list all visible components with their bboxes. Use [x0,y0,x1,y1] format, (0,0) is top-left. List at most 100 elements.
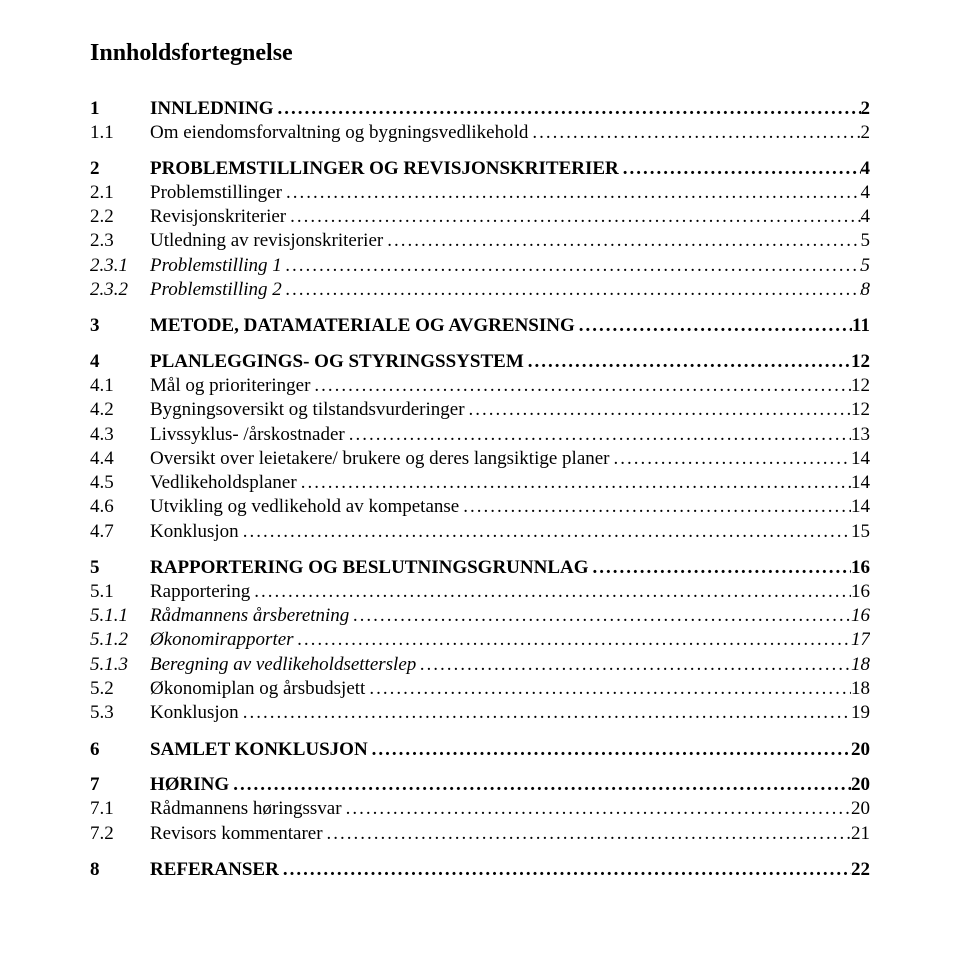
toc-entry-page: 18 [851,677,870,701]
toc-entry-page: 16 [851,556,870,580]
toc-entry-label: HØRING [150,773,229,797]
toc-entry: 4.6Utvikling og vedlikehold av kompetans… [90,495,870,519]
toc-entry: 2.3Utledning av revisjonskriterier5 [90,229,870,253]
toc-entry-label: Konklusjon [150,520,239,544]
toc-entry-label: Livssyklus- /årskostnader [150,423,345,447]
toc-entry-number: 4.7 [90,520,150,544]
toc-entry-page: 18 [851,653,870,677]
toc-entry-label: REFERANSER [150,858,279,882]
toc-leader-dots [297,471,851,495]
toc-entry: 5.1Rapportering16 [90,580,870,604]
toc-leader-dots [282,181,861,205]
toc-entry-number: 4.4 [90,447,150,471]
toc-leader-dots [286,205,860,229]
toc-entry: 7HØRING20 [90,773,870,797]
toc-entry-label: Rapportering [150,580,250,604]
toc-entry: 5.3Konklusjon 19 [90,701,870,725]
toc-leader-dots [282,278,861,302]
toc-entry-label: INNLEDNING [150,97,274,121]
toc-entry-page: 12 [851,398,870,422]
toc-entry-page: 12 [851,350,870,374]
toc-entry-number: 6 [90,738,150,762]
toc-leader-dots [349,604,851,628]
toc-leader-dots [459,495,851,519]
toc-entry-label: RAPPORTERING OG BESLUTNINGSGRUNNLAG [150,556,589,580]
toc-entry: 2.2Revisjonskriterier4 [90,205,870,229]
toc-leader-dots [274,97,861,121]
toc-entry-label: Problemstillinger [150,181,282,205]
toc-entry: 4.3Livssyklus- /årskostnader 13 [90,423,870,447]
toc-entry-page: 2 [861,97,871,121]
toc-entry: 1.1Om eiendomsforvaltning og bygningsved… [90,121,870,145]
toc-leader-dots [416,653,851,677]
toc-leader-dots [294,628,851,652]
toc-entry-number: 2 [90,157,150,181]
toc-entry-number: 8 [90,858,150,882]
toc-entry-label: Utvikling og vedlikehold av kompetanse [150,495,459,519]
toc-entry-number: 5.1.2 [90,628,150,652]
toc-leader-dots [619,157,861,181]
toc-entry-number: 1.1 [90,121,150,145]
toc-entry-number: 2.2 [90,205,150,229]
toc-entry-page: 4 [861,157,871,181]
toc-leader-dots [239,701,851,725]
toc-entry-number: 7.2 [90,822,150,846]
toc-entry-number: 4.1 [90,374,150,398]
toc-entry-label: Økonomiplan og årsbudsjett [150,677,365,701]
toc-entry-number: 5.3 [90,701,150,725]
toc-entry-number: 4.5 [90,471,150,495]
toc-entry-label: Revisors kommentarer [150,822,323,846]
toc-entry-page: 14 [851,447,870,471]
toc-leader-dots [575,314,852,338]
toc-entry-label: Bygningsoversikt og tilstandsvurderinger [150,398,465,422]
toc-entry-number: 5 [90,556,150,580]
toc-entry-number: 2.3.1 [90,254,150,278]
toc-leader-dots [465,398,851,422]
toc-leader-dots [365,677,851,701]
toc-entry-page: 17 [851,628,870,652]
toc-entry-page: 13 [851,423,870,447]
toc-entry-page: 11 [852,314,870,338]
toc-entry: 5.1.3Beregning av vedlikeholdsetterslep1… [90,653,870,677]
toc-entry-label: Vedlikeholdsplaner [150,471,297,495]
toc-entry-number: 5.1.3 [90,653,150,677]
toc-leader-dots [368,738,851,762]
toc-entry-label: Problemstilling 1 [150,254,282,278]
toc-entry-label: PLANLEGGINGS- OG STYRINGSSYSTEM [150,350,524,374]
toc-entry: 2.3.2Problemstilling 28 [90,278,870,302]
toc-leader-dots [279,858,851,882]
toc-entry-number: 7 [90,773,150,797]
toc-entry-number: 1 [90,97,150,121]
toc-entry-page: 5 [861,254,871,278]
toc-entry-number: 4.6 [90,495,150,519]
toc-entry-page: 19 [851,701,870,725]
toc-leader-dots [524,350,851,374]
toc-entry-number: 4.3 [90,423,150,447]
table-of-contents: 1INNLEDNING21.1Om eiendomsforvaltning og… [90,97,870,882]
toc-leader-dots [345,423,851,447]
toc-entry-number: 5.2 [90,677,150,701]
toc-entry-label: Revisjonskriterier [150,205,286,229]
toc-entry-page: 20 [851,797,870,821]
toc-entry-page: 12 [851,374,870,398]
toc-entry-label: Økonomirapporter [150,628,294,652]
toc-entry-number: 2.3.2 [90,278,150,302]
toc-entry-label: Konklusjon [150,701,239,725]
toc-entry: 2.3.1Problemstilling 1 5 [90,254,870,278]
toc-entry: 4.1Mål og prioriteringer 12 [90,374,870,398]
toc-entry-page: 5 [861,229,871,253]
toc-entry-number: 3 [90,314,150,338]
toc-entry: 1INNLEDNING 2 [90,97,870,121]
toc-leader-dots [528,121,860,145]
toc-entry-page: 21 [851,822,870,846]
toc-entry-label: Rådmannens høringssvar [150,797,342,821]
toc-leader-dots [229,773,851,797]
toc-entry-label: METODE, DATAMATERIALE OG AVGRENSING [150,314,575,338]
doc-title: Innholdsfortegnelse [90,40,870,67]
toc-leader-dots [310,374,851,398]
toc-entry: 4.7Konklusjon15 [90,520,870,544]
toc-entry: 4.4Oversikt over leietakere/ brukere og … [90,447,870,471]
toc-entry: 4.2Bygningsoversikt og tilstandsvurderin… [90,398,870,422]
toc-entry-number: 5.1.1 [90,604,150,628]
toc-entry-label: Mål og prioriteringer [150,374,310,398]
